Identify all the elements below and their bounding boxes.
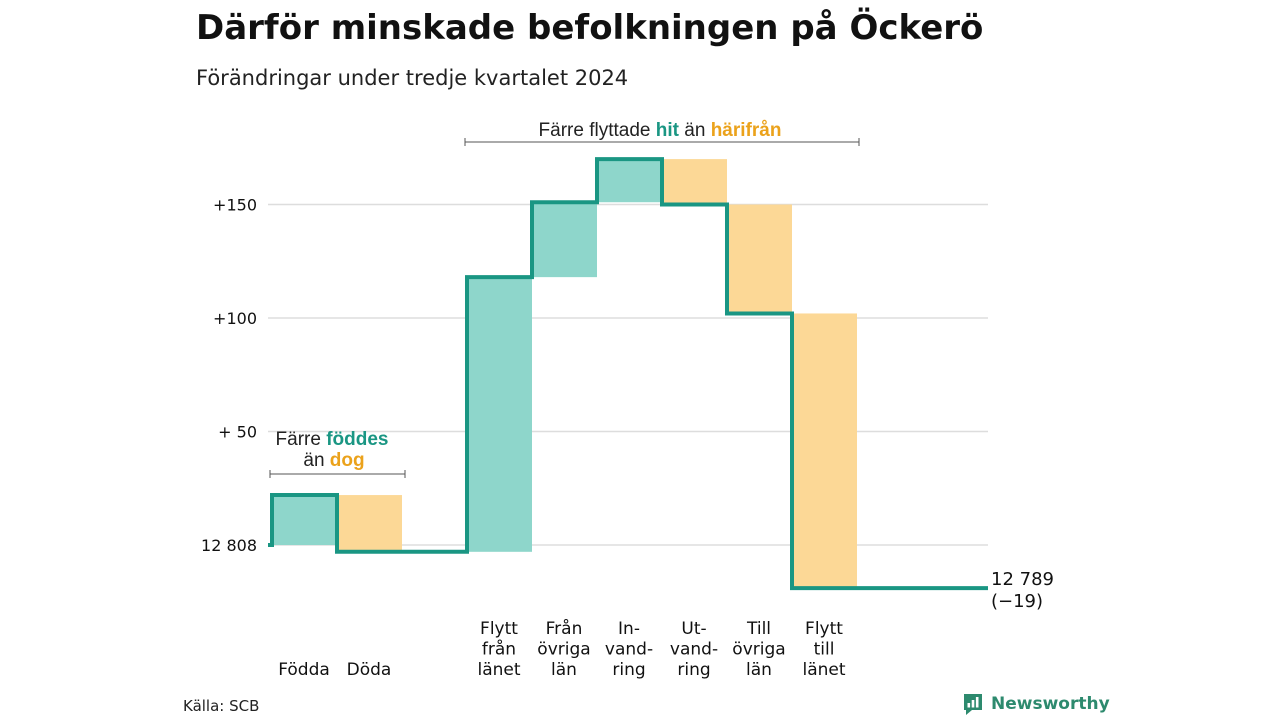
annotation-births: Färre föddes än dog (269, 429, 406, 478)
category-label: Flytt (480, 619, 518, 639)
annotation-births-line2: än dog (303, 450, 364, 471)
category-label: Till (746, 619, 771, 639)
y-tick-label: +100 (213, 309, 257, 328)
waterfall-bar (792, 313, 857, 589)
step-line (268, 157, 988, 591)
annotation-moves-prefix: Färre flyttade (539, 120, 656, 141)
y-tick-label: + 50 (218, 423, 257, 442)
category-label: Från (546, 618, 583, 639)
waterfall-bar (532, 202, 597, 278)
newsworthy-logo-icon (964, 694, 982, 715)
waterfall-bar (727, 204, 792, 314)
annotation-moves-out: härifrån (711, 120, 782, 141)
category-label: Flytt (805, 619, 843, 639)
category-label: län (551, 660, 577, 680)
end-value-label: 12 789 (991, 569, 1054, 590)
category-label: till (814, 640, 835, 660)
category-label: övriga (537, 640, 590, 660)
annotation-births-line1: Färre föddes (276, 429, 389, 450)
category-label: Födda (278, 660, 330, 680)
category-label: Ut- (681, 619, 706, 639)
category-label: övriga (732, 640, 785, 660)
category-label: Döda (347, 660, 392, 680)
annotation-births-prefix2: än (303, 450, 329, 471)
annotation-moves-text: Färre flyttade hit än härifrån (539, 120, 782, 141)
y-axis-ticks: +150 +100 + 50 12 808 (201, 196, 257, 556)
waterfall-bar (662, 159, 727, 205)
y-tick-label: 12 808 (201, 536, 257, 555)
annotation-births-prefix: Färre (276, 429, 327, 450)
annotation-moves: Färre flyttade hit än härifrån (464, 120, 860, 146)
category-label: från (482, 639, 516, 660)
annotation-births-highlight2: dog (330, 450, 365, 471)
cumulative-step-line (268, 157, 988, 591)
category-label: ring (612, 660, 645, 680)
category-label: ring (677, 660, 710, 680)
annotation-moves-middle: än (679, 120, 711, 141)
gridlines (268, 203, 988, 546)
category-label: länet (802, 660, 845, 680)
category-labels: Födda DödaFlyttfrånlänetFrånövrigalänIn-v… (278, 618, 846, 680)
end-change-label: (−19) (991, 591, 1043, 612)
annotation-births-highlight: föddes (326, 429, 388, 450)
end-label: 12 789 (−19) (991, 569, 1054, 612)
category-label: länet (477, 660, 520, 680)
waterfall-bar (337, 495, 402, 552)
source-note: Källa: SCB (183, 697, 260, 715)
waterfall-bar (597, 159, 662, 203)
brand-name: Newsworthy (991, 694, 1110, 714)
page-title: Därför minskade befolkningen på Öckerö (196, 8, 984, 48)
annotation-moves-in: hit (656, 120, 680, 141)
y-tick-label: +150 (213, 196, 257, 215)
category-label: vand- (605, 640, 653, 660)
waterfall-bar (272, 495, 337, 545)
category-label: län (746, 660, 772, 680)
waterfall-bar (467, 277, 532, 552)
page-subtitle: Förändringar under tredje kvartalet 2024 (196, 66, 629, 90)
bars (272, 159, 857, 589)
brand-logo: Newsworthy (961, 692, 1110, 716)
category-label: vand- (670, 640, 718, 660)
category-label: In- (618, 619, 640, 639)
